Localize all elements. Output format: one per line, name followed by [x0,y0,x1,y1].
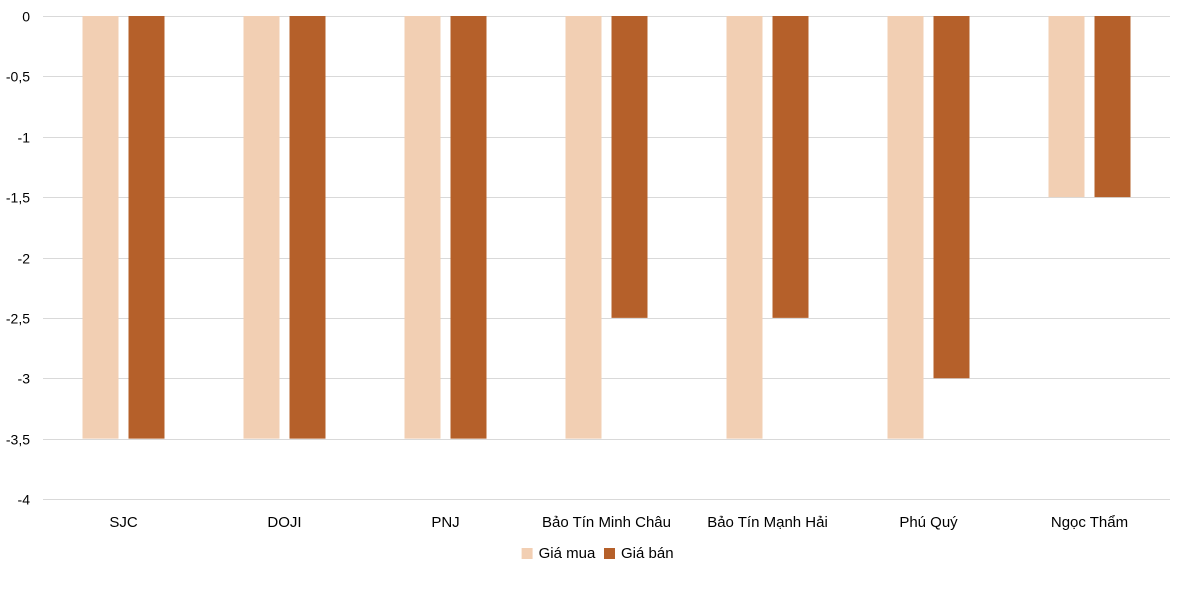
legend-swatch [521,548,533,559]
legend-label: Giá mua [539,545,596,562]
y-tick-label: -1,5 [6,190,30,206]
bar-gia-ban [611,16,648,318]
x-tick-label: Phú Quý [899,514,958,531]
bar-gia-mua [404,16,441,439]
y-tick-label: -0,5 [6,69,30,85]
x-tick-label: Bảo Tín Minh Châu [542,514,671,531]
y-tick-label: -3,5 [6,432,30,448]
gridlines [43,16,1170,500]
bar-gia-mua [1048,16,1085,198]
bar-gia-mua [726,16,763,439]
bars [82,16,1131,439]
bar-gia-mua [565,16,602,439]
legend-swatch [604,548,615,559]
legend-label: Giá bán [621,545,674,562]
x-tick-label: DOJI [267,514,301,531]
y-tick-label: -1 [18,130,31,146]
y-tick-label: 0 [22,9,30,25]
legend: Giá mua Giá bán [521,545,674,562]
x-tick-label: PNJ [431,514,459,531]
bar-gia-ban [128,16,165,439]
x-axis-labels: SJC DOJI PNJ Bảo Tín Minh Châu Bảo Tín Mạnh … [109,514,1128,531]
x-tick-label: SJC [109,514,138,531]
y-tick-label: -3 [18,371,31,387]
bar-gia-mua [243,16,280,439]
x-tick-label: Bảo Tín Mạnh Hải [707,514,828,531]
bar-gia-ban [933,16,970,379]
bar-gia-ban [1094,16,1131,198]
bar-gia-ban [289,16,326,439]
bar-gia-mua [887,16,924,439]
y-axis-labels: 0 -0,5 -1 -1,5 -2 -2,5 -3 -3,5 -4 [6,9,30,508]
y-tick-label: -2 [18,251,31,267]
y-tick-label: -4 [18,492,31,508]
x-tick-label: Ngọc Thẩm [1051,514,1128,531]
y-tick-label: -2,5 [6,311,30,327]
bar-gia-ban [450,16,487,439]
bar-gia-ban [772,16,809,318]
bar-gia-mua [82,16,119,439]
